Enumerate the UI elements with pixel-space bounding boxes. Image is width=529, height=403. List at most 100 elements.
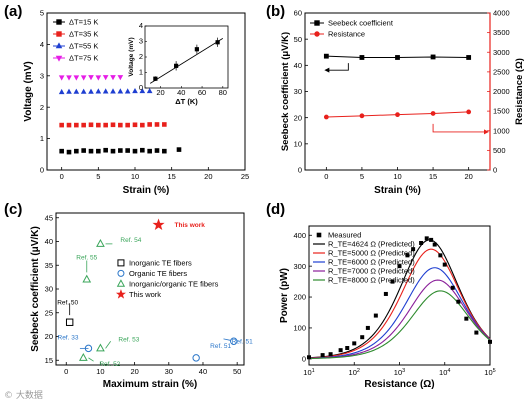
data-point — [102, 75, 109, 81]
legend-marker — [316, 232, 322, 238]
data-point — [95, 88, 102, 94]
y2-tick-label: 3500 — [493, 28, 510, 37]
predicted-curve — [308, 267, 491, 359]
data-point — [88, 148, 94, 154]
data-point — [419, 240, 424, 245]
y-tick-label: 20 — [45, 332, 53, 341]
x-tick-label: 10 — [96, 367, 104, 376]
data-point — [125, 122, 130, 128]
panel-label-a: (a) — [4, 3, 22, 20]
inset-x-tick-label: 20 — [156, 88, 164, 97]
legend-label: Resistance — [328, 30, 365, 39]
legend-label: ΔT=15 K — [69, 18, 98, 27]
inset-data-point — [174, 63, 179, 68]
legend-marker — [314, 20, 320, 26]
data-point — [307, 355, 311, 360]
data-point-label: Ref. 52 — [99, 361, 120, 368]
x-tick-label: 0 — [324, 172, 328, 181]
x-tick-label: 102 — [349, 368, 360, 377]
data-point — [58, 75, 65, 81]
series-measured: Measured — [307, 230, 492, 360]
data-point — [323, 53, 329, 59]
data-point — [88, 122, 94, 128]
y-tick-label: 0 — [302, 354, 306, 363]
series-3: ΔT=75 K — [53, 54, 124, 81]
data-point — [429, 237, 434, 242]
data-point-group: Ref. 33 — [58, 334, 93, 353]
x-tick-label: 5 — [360, 172, 364, 181]
inset-y-tick-label: 3 — [139, 37, 143, 46]
data-point — [80, 88, 87, 94]
data-point — [430, 54, 436, 60]
series-0: Seebeck coefficient — [310, 19, 472, 60]
inset-data-point — [194, 47, 199, 52]
y-tick-label: 3 — [40, 71, 44, 80]
data-point — [74, 122, 79, 128]
data-point-label: Ref. 33 — [58, 334, 79, 341]
right-axis-pointer — [432, 123, 486, 133]
x-tick-label: 10 — [393, 172, 401, 181]
data-point — [66, 149, 72, 155]
data-point — [365, 325, 370, 330]
data-point — [110, 88, 116, 94]
data-point — [162, 122, 167, 127]
y-tick-label: 40 — [294, 61, 302, 70]
data-point — [432, 242, 437, 247]
data-point — [442, 262, 447, 267]
y-tick-label: 0 — [298, 166, 302, 175]
data-point — [124, 88, 131, 94]
y-tick-label: 100 — [293, 324, 306, 333]
data-point — [73, 75, 80, 81]
data-point-group: Ref. 54 — [96, 237, 142, 247]
left-axis-pointer — [326, 63, 349, 71]
data-point — [78, 352, 88, 361]
y-tick-label: 2 — [40, 103, 44, 112]
x-tick-label: 25 — [241, 172, 249, 181]
y-axis-label: Voltage (mV) — [23, 61, 34, 121]
data-point — [390, 279, 395, 284]
data-point — [345, 346, 350, 351]
panel-label-c: (c) — [4, 201, 22, 218]
data-point — [450, 285, 455, 290]
x-tick-label: 5 — [96, 172, 100, 181]
data-point — [65, 318, 74, 326]
data-point — [95, 75, 102, 81]
data-point — [146, 87, 153, 94]
data-point — [140, 122, 145, 128]
data-point-label: Ref. 53 — [118, 336, 139, 343]
y-tick-label: 10 — [294, 139, 302, 148]
x-tick-label: 20 — [130, 367, 138, 376]
data-point — [395, 55, 400, 60]
data-point — [383, 291, 388, 296]
data-point — [58, 88, 65, 95]
y-tick-label: 200 — [293, 293, 306, 302]
data-point — [147, 122, 152, 127]
data-point — [103, 147, 108, 153]
inset-y-tick-label: 2 — [139, 52, 143, 61]
legend-label: R_TE=7000 Ω (Predicted) — [328, 266, 415, 275]
y-tick-label: 400 — [293, 231, 306, 240]
data-point-label: Ref. 55 — [76, 255, 97, 262]
y2-tick-label: 2000 — [493, 87, 510, 96]
y2-tick-label: 0 — [493, 166, 497, 175]
y2-tick-label: 1500 — [493, 107, 510, 116]
y-tick-label: 30 — [45, 285, 53, 294]
data-point — [132, 122, 138, 128]
data-point — [82, 274, 92, 283]
data-point — [466, 109, 472, 115]
data-point — [176, 147, 182, 152]
data-point — [66, 122, 72, 128]
x-tick-label: 40 — [199, 367, 207, 376]
right-axis-pointer-head — [484, 129, 489, 135]
data-point — [118, 122, 123, 128]
y-axis-label: Seebeck coefficient (μV/K) — [280, 32, 291, 151]
annotation-arrow — [105, 341, 112, 349]
legend-label: Inorganic TE fibers — [129, 258, 192, 267]
legend-marker — [115, 289, 126, 299]
data-point — [125, 148, 130, 153]
data-point — [328, 352, 333, 357]
data-point — [117, 88, 124, 94]
y-tick-label: 50 — [294, 35, 302, 44]
